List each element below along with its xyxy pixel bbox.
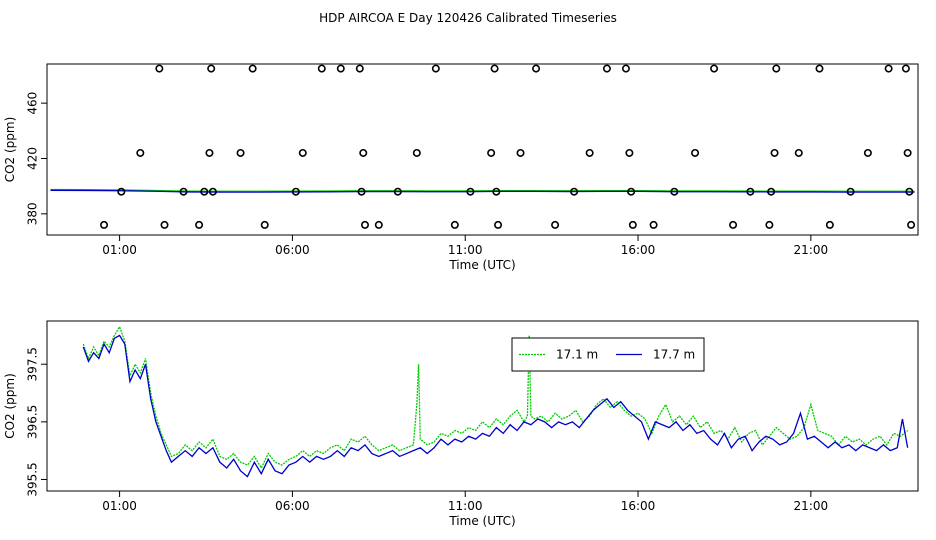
scatter-point — [179, 187, 188, 196]
scatter-point — [487, 148, 496, 157]
scatter-point — [691, 148, 700, 157]
scatter-point — [208, 187, 217, 196]
scatter-point — [903, 148, 912, 157]
x-tick-label: 06:00 — [275, 499, 310, 513]
scatter-point — [863, 148, 872, 157]
scatter-point — [585, 148, 594, 157]
x-tick-label: 01:00 — [102, 243, 137, 257]
x-axis-label: Time (UTC) — [448, 514, 515, 528]
scatter-point — [431, 64, 440, 73]
x-tick-label: 16:00 — [621, 243, 656, 257]
scatter-point — [884, 64, 893, 73]
scatter-point — [490, 64, 499, 73]
scatter-point — [100, 220, 109, 229]
x-tick-label: 06:00 — [275, 243, 310, 257]
scatter-point — [160, 220, 169, 229]
legend-label-17-1m: 17.1 m — [556, 348, 598, 362]
scatter-point — [393, 187, 402, 196]
scatter-point — [200, 187, 209, 196]
scatter-point — [815, 64, 824, 73]
scatter-point — [374, 220, 383, 229]
scatter-point — [770, 148, 779, 157]
scatter-point — [355, 64, 364, 73]
scatter-point — [602, 64, 611, 73]
y-tick-label: 420 — [26, 147, 40, 170]
scatter-point — [516, 148, 525, 157]
scatter-point — [494, 220, 503, 229]
scatter-point — [492, 187, 501, 196]
plot-frame — [46, 63, 919, 236]
scatter-point — [772, 64, 781, 73]
legend-label-17-7m: 17.7 m — [653, 348, 695, 362]
y-tick-label: 460 — [26, 92, 40, 115]
scatter-point — [248, 64, 257, 73]
scatter-point — [794, 148, 803, 157]
x-tick-label: 11:00 — [448, 499, 483, 513]
scatter-point — [628, 220, 637, 229]
scatter-point — [291, 187, 300, 196]
y-tick-label: 396.5 — [26, 405, 40, 439]
x-tick-label: 01:00 — [102, 499, 137, 513]
scatter-point — [627, 187, 636, 196]
scatter-point — [905, 187, 914, 196]
scatter-point — [767, 187, 776, 196]
scatter-point — [412, 148, 421, 157]
scatter-point — [570, 187, 579, 196]
series-line-17-1m — [50, 188, 915, 192]
x-tick-label: 11:00 — [448, 243, 483, 257]
scatter-point — [155, 64, 164, 73]
x-tick-label: 16:00 — [621, 499, 656, 513]
scatter-point — [901, 64, 910, 73]
series-line-17-7m — [82, 334, 909, 478]
y-tick-label: 395.5 — [26, 462, 40, 496]
scatter-point — [359, 148, 368, 157]
scatter-point — [825, 220, 834, 229]
x-axis-label: Time (UTC) — [448, 258, 515, 272]
scatter-point — [746, 187, 755, 196]
scatter-point — [336, 64, 345, 73]
scatter-point — [195, 220, 204, 229]
scatter-point — [357, 187, 366, 196]
scatter-point — [466, 187, 475, 196]
plot-frame — [46, 320, 919, 492]
scatter-point — [207, 64, 216, 73]
lower-panel: 01:00 06:00 11:00 16:00 21:00 395.5 396.5 397.5… — [3, 320, 919, 528]
scatter-point — [260, 220, 269, 229]
scatter-point — [907, 220, 916, 229]
scatter-point — [117, 187, 126, 196]
scatter-point — [450, 220, 459, 229]
y-tick-label: 397.5 — [26, 347, 40, 381]
scatter-point — [621, 64, 630, 73]
series-line-17-7m — [50, 189, 915, 193]
series-line-17-1m — [82, 325, 909, 470]
x-tick-label: 21:00 — [794, 499, 829, 513]
upper-panel: 01:00 06:00 11:00 16:00 21:00 380 420 460 Time (… — [3, 63, 919, 272]
figure-title: HDP AIRCOA E Day 120426 Calibrated Times… — [319, 11, 617, 25]
x-tick-label: 21:00 — [794, 243, 829, 257]
y-axis-label: CO2 (ppm) — [3, 373, 17, 439]
scatter-point — [729, 220, 738, 229]
scatter-point — [551, 220, 560, 229]
scatter-point — [670, 187, 679, 196]
scatter-point — [317, 64, 326, 73]
scatter-point — [532, 64, 541, 73]
y-axis-label: CO2 (ppm) — [3, 117, 17, 183]
scatter-point — [846, 187, 855, 196]
y-tick-label: 380 — [26, 202, 40, 225]
scatter-point — [649, 220, 658, 229]
scatter-point — [765, 220, 774, 229]
scatter-point — [205, 148, 214, 157]
scatter-point — [625, 148, 634, 157]
scatter-point — [710, 64, 719, 73]
scatter-point — [298, 148, 307, 157]
scatter-point — [136, 148, 145, 157]
scatter-point — [236, 148, 245, 157]
scatter-point — [360, 220, 369, 229]
